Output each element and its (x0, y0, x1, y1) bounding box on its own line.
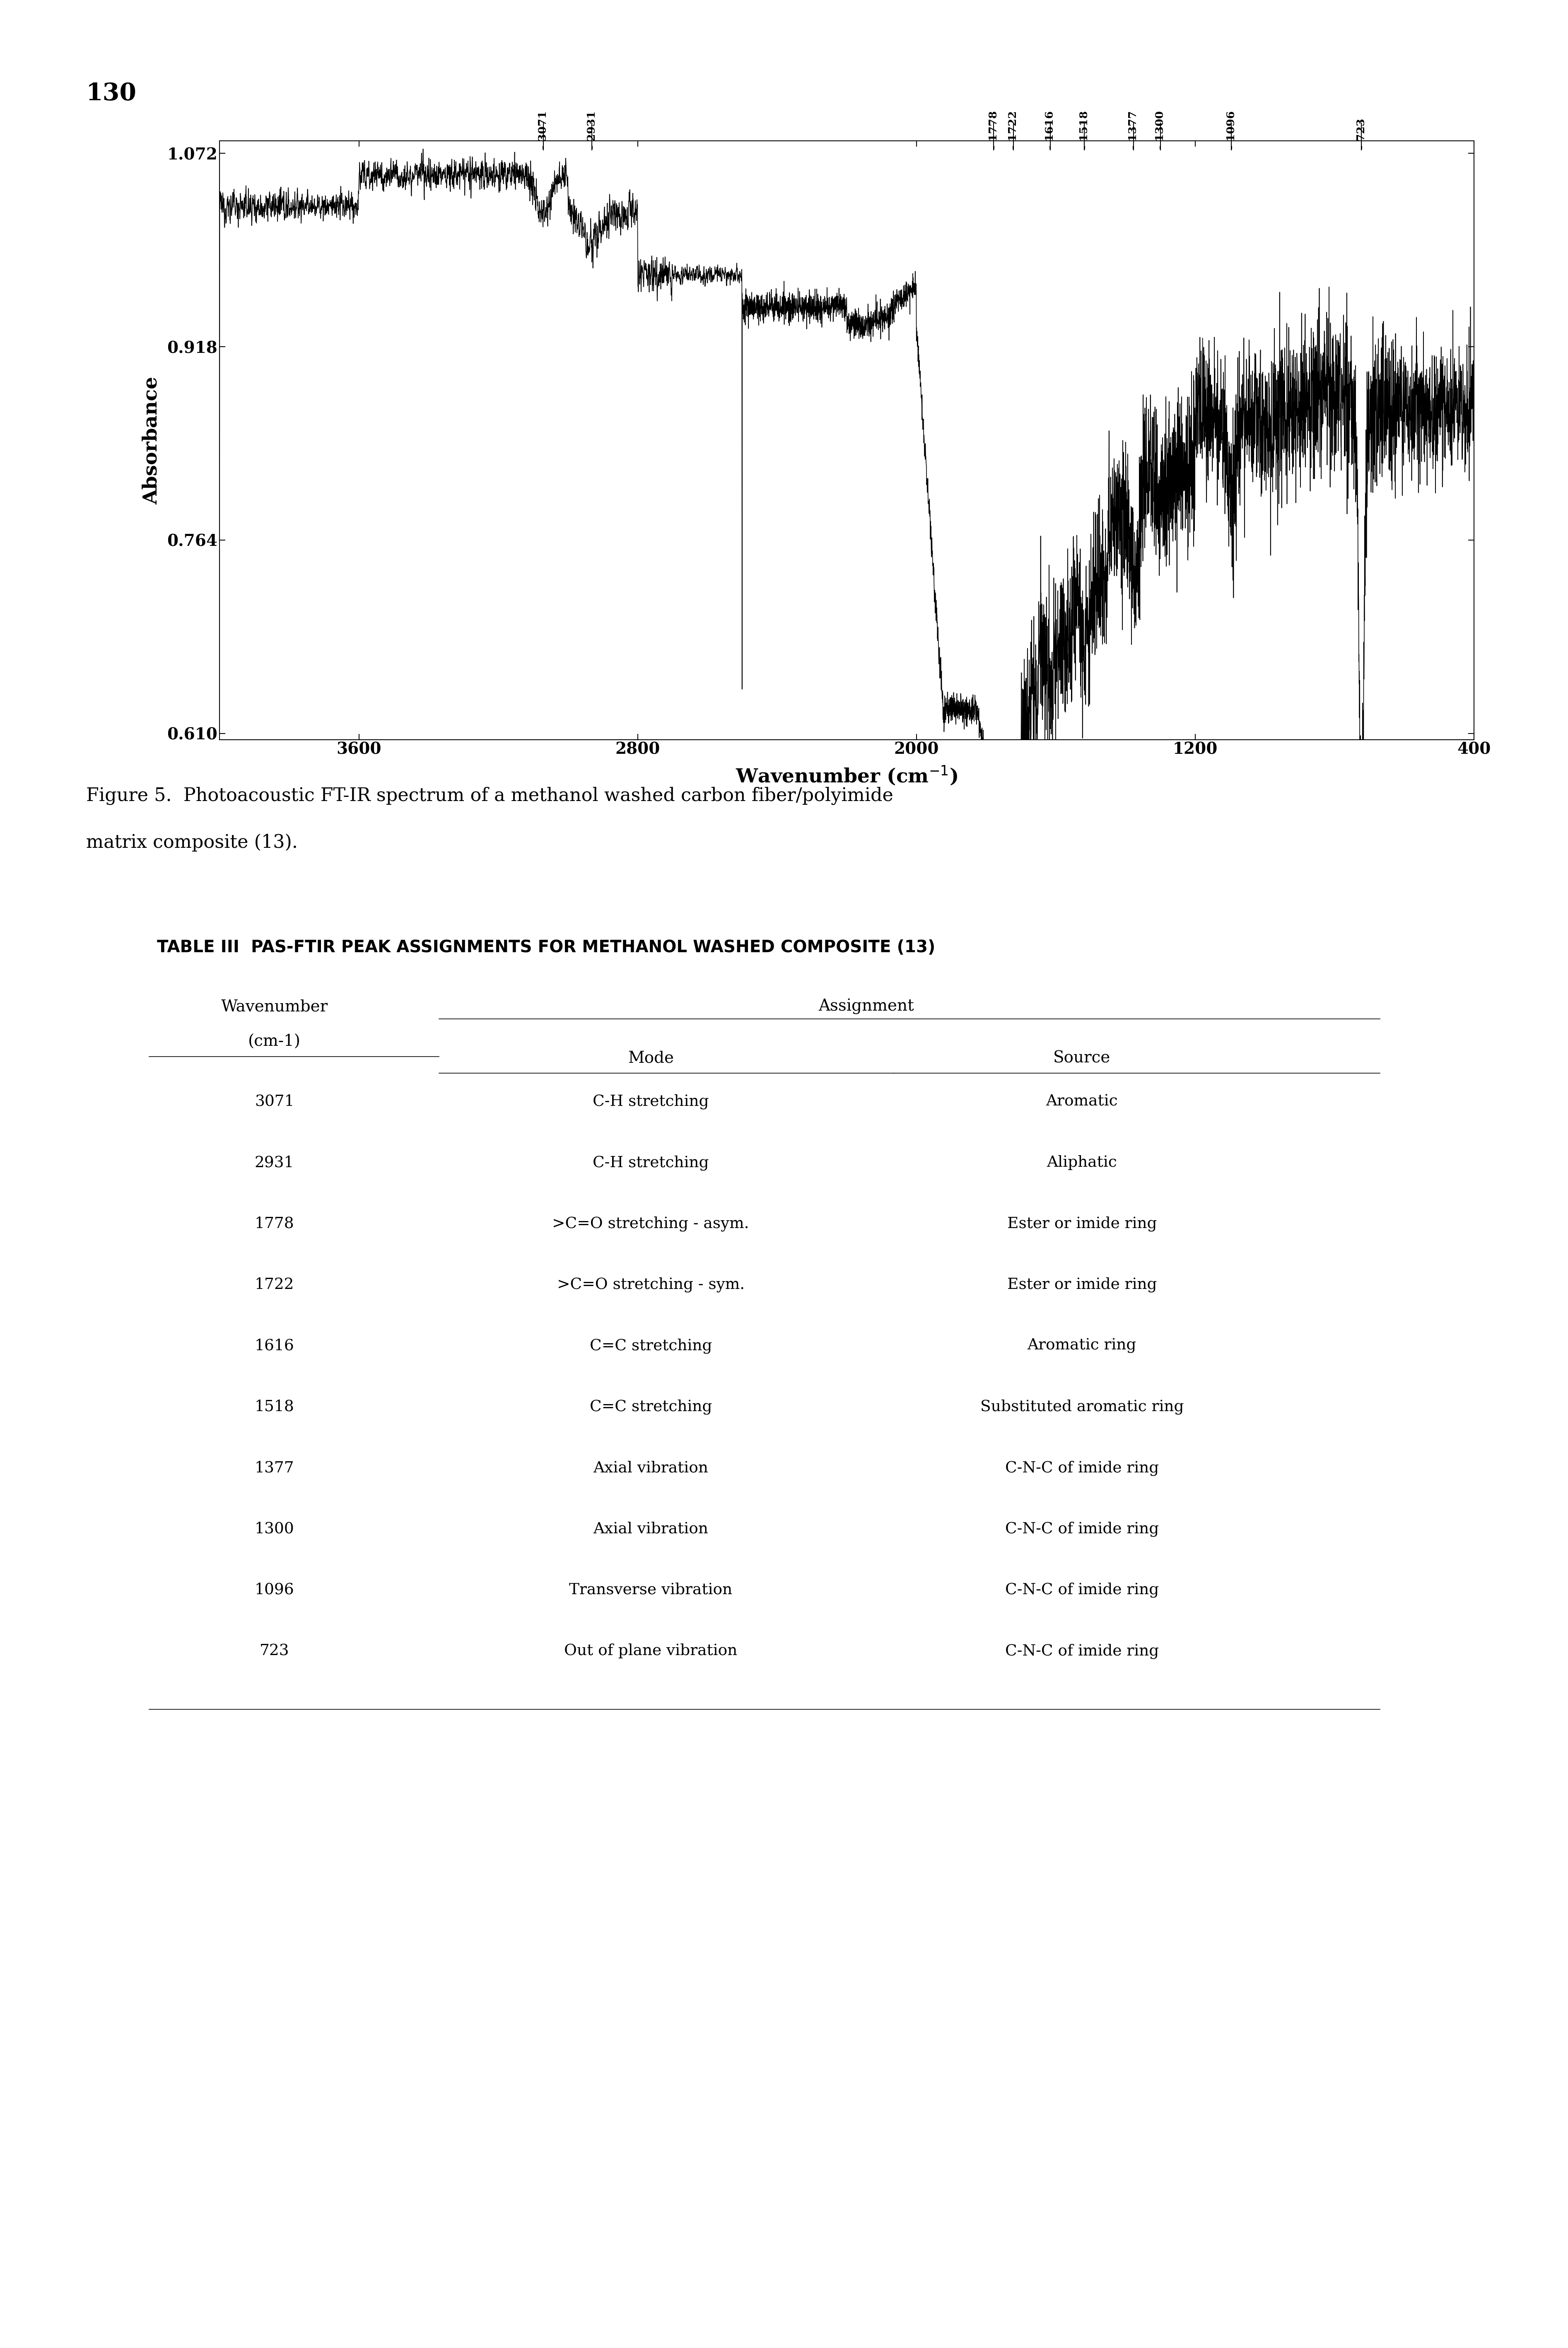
Text: 1377: 1377 (254, 1460, 295, 1475)
Text: 130: 130 (86, 82, 136, 106)
Text: Axial vibration: Axial vibration (593, 1460, 709, 1475)
Text: - 1518: - 1518 (1079, 110, 1090, 150)
Text: Source: Source (1054, 1050, 1110, 1066)
Text: 1722: 1722 (254, 1277, 295, 1291)
Text: - 1722: - 1722 (1008, 110, 1019, 150)
Text: >C=O stretching - sym.: >C=O stretching - sym. (557, 1277, 745, 1291)
Text: C-N-C of imide ring: C-N-C of imide ring (1005, 1522, 1159, 1536)
Text: Aromatic ring: Aromatic ring (1027, 1338, 1137, 1352)
Text: - 2931: - 2931 (586, 110, 597, 150)
Text: C-N-C of imide ring: C-N-C of imide ring (1005, 1460, 1159, 1475)
Text: C=C stretching: C=C stretching (590, 1399, 712, 1413)
Text: Wavenumber: Wavenumber (221, 998, 328, 1014)
X-axis label: Wavenumber (cm$^{-1}$): Wavenumber (cm$^{-1}$) (735, 765, 958, 787)
Text: 2931: 2931 (254, 1155, 295, 1169)
Text: Aliphatic: Aliphatic (1047, 1155, 1116, 1169)
Text: 1518: 1518 (254, 1399, 295, 1413)
Text: Figure 5.  Photoacoustic FT-IR spectrum of a methanol washed carbon fiber/polyim: Figure 5. Photoacoustic FT-IR spectrum o… (86, 787, 894, 805)
Text: - 723: - 723 (1356, 117, 1367, 150)
Text: - 1616: - 1616 (1044, 110, 1055, 150)
Text: Ester or imide ring: Ester or imide ring (1007, 1216, 1157, 1230)
Text: Aromatic: Aromatic (1046, 1094, 1118, 1108)
Text: 1778: 1778 (254, 1216, 295, 1230)
Text: - 1377: - 1377 (1129, 110, 1138, 150)
Text: - 1300: - 1300 (1156, 110, 1165, 150)
Text: C-H stretching: C-H stretching (593, 1155, 709, 1169)
Text: Mode: Mode (627, 1050, 674, 1066)
Text: 1300: 1300 (254, 1522, 295, 1536)
Text: - 3071: - 3071 (538, 110, 549, 150)
Text: (cm-1): (cm-1) (248, 1033, 301, 1050)
Text: 1096: 1096 (254, 1583, 295, 1597)
Text: Axial vibration: Axial vibration (593, 1522, 709, 1536)
Text: Transverse vibration: Transverse vibration (569, 1583, 732, 1597)
Text: matrix composite (13).: matrix composite (13). (86, 834, 298, 852)
Text: C=C stretching: C=C stretching (590, 1338, 712, 1352)
Text: C-H stretching: C-H stretching (593, 1094, 709, 1108)
Text: >C=O stretching - asym.: >C=O stretching - asym. (552, 1216, 750, 1230)
Y-axis label: Absorbance: Absorbance (143, 376, 162, 505)
Text: - 1778: - 1778 (988, 110, 999, 150)
Text: C-N-C of imide ring: C-N-C of imide ring (1005, 1644, 1159, 1658)
Text: Assignment: Assignment (818, 998, 914, 1014)
Text: TABLE III  PAS-FTIR PEAK ASSIGNMENTS FOR METHANOL WASHED COMPOSITE (13): TABLE III PAS-FTIR PEAK ASSIGNMENTS FOR … (157, 939, 935, 956)
Text: 723: 723 (260, 1644, 289, 1658)
Text: Ester or imide ring: Ester or imide ring (1007, 1277, 1157, 1291)
Text: 1616: 1616 (254, 1338, 295, 1352)
Text: C-N-C of imide ring: C-N-C of imide ring (1005, 1583, 1159, 1597)
Text: Out of plane vibration: Out of plane vibration (564, 1644, 737, 1658)
Text: Substituted aromatic ring: Substituted aromatic ring (980, 1399, 1184, 1413)
Text: - 1096: - 1096 (1226, 110, 1237, 150)
Text: 3071: 3071 (254, 1094, 295, 1108)
